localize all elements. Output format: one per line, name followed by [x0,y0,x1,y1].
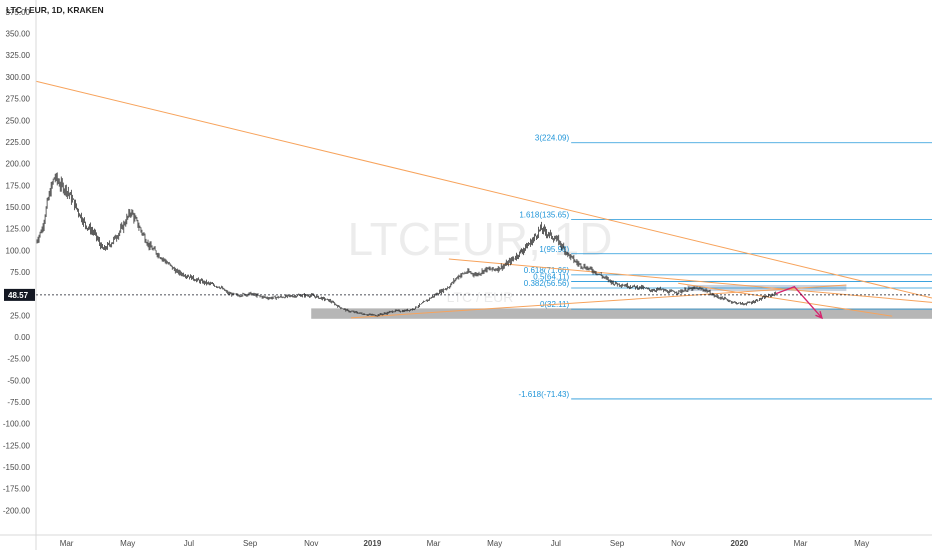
x-tick-label-7: May [487,539,502,548]
y-tick-label-19: -100.00 [3,420,31,429]
trendline-desc-long [35,80,932,299]
y-tick-label-11: 100.00 [6,246,31,255]
x-tick-label-4: Nov [304,539,318,548]
watermark-pair: LTC / EUR [447,289,514,305]
y-tick-label-2: 325.00 [6,51,31,60]
x-tick-label-0: Mar [60,539,74,548]
fib-label-3: 0.618(71.66) [524,266,570,275]
fib-label-7: -1.618(-71.43) [518,390,569,399]
y-tick-label-23: -200.00 [3,506,31,515]
chart-title: LTC / EUR, 1D, KRAKEN [6,5,104,15]
y-tick-label-5: 250.00 [6,116,31,125]
x-tick-label-11: 2020 [730,539,748,548]
y-tick-label-3: 300.00 [6,73,31,82]
x-tick-label-10: Nov [671,539,685,548]
y-tick-label-16: -25.00 [7,355,30,364]
y-tick-label-9: 150.00 [6,203,31,212]
y-tick-label-20: -125.00 [3,441,31,450]
y-tick-label-18: -75.00 [7,398,30,407]
x-tick-label-13: May [854,539,869,548]
y-tick-label-17: -50.00 [7,376,30,385]
y-tick-label-10: 125.00 [6,225,31,234]
fib-label-4: 0.5(64.11) [533,272,569,281]
y-tick-label-6: 225.00 [6,138,31,147]
x-tick-label-12: Mar [794,539,808,548]
y-tick-label-4: 275.00 [6,95,31,104]
fib-label-2: 1(95.98) [539,245,569,254]
y-tick-label-12: 75.00 [10,268,31,277]
fib-label-5: 0.382(56.56) [524,279,570,288]
projection-arrow-path [775,285,823,319]
fib-label-0: 3(224.09) [535,134,570,143]
y-tick-label-14: 25.00 [10,311,31,320]
x-tick-label-6: Mar [427,539,441,548]
x-axis[interactable]: Mar May Jul Sep Nov 2019 Mar May Jul Sep Nov 2020 Ma… [60,539,870,548]
y-tick-label-15: 0.00 [14,333,30,342]
current-price-box [4,288,35,301]
x-tick-label-2: Jul [184,539,194,548]
fib-label-1: 1.618(135.65) [519,210,569,219]
x-tick-label-3: Sep [243,539,258,548]
projection-arrow [775,285,823,320]
y-tick-label-0: 375.00 [6,8,31,17]
x-tick-label-5: 2019 [363,539,381,548]
watermark-symbol: LTCEUR, 1D [348,213,613,265]
x-tick-label-9: Sep [610,539,625,548]
trendline-asc-support [350,284,847,319]
current-price-label: 48.57 [8,291,29,300]
y-tick-label-1: 350.00 [6,30,31,39]
y-tick-label-21: -150.00 [3,463,31,472]
projection-arrow-head [815,310,823,320]
trendline-desc-mid [448,258,932,303]
y-tick-label-22: -175.00 [3,485,31,494]
support-zone [311,308,932,319]
trendline-desc-short [678,282,893,317]
trendlines-layer [35,80,932,319]
y-axis[interactable]: 375.00 350.00 325.00 300.00 275.00 250.00 225.… [3,8,31,516]
y-tick-label-8: 175.00 [6,181,31,190]
current-price-tag: 48.57 [4,288,932,301]
x-tick-label-1: May [120,539,135,548]
x-tick-label-8: Jul [551,539,561,548]
price-series [35,172,777,317]
y-tick-label-7: 200.00 [6,160,31,169]
